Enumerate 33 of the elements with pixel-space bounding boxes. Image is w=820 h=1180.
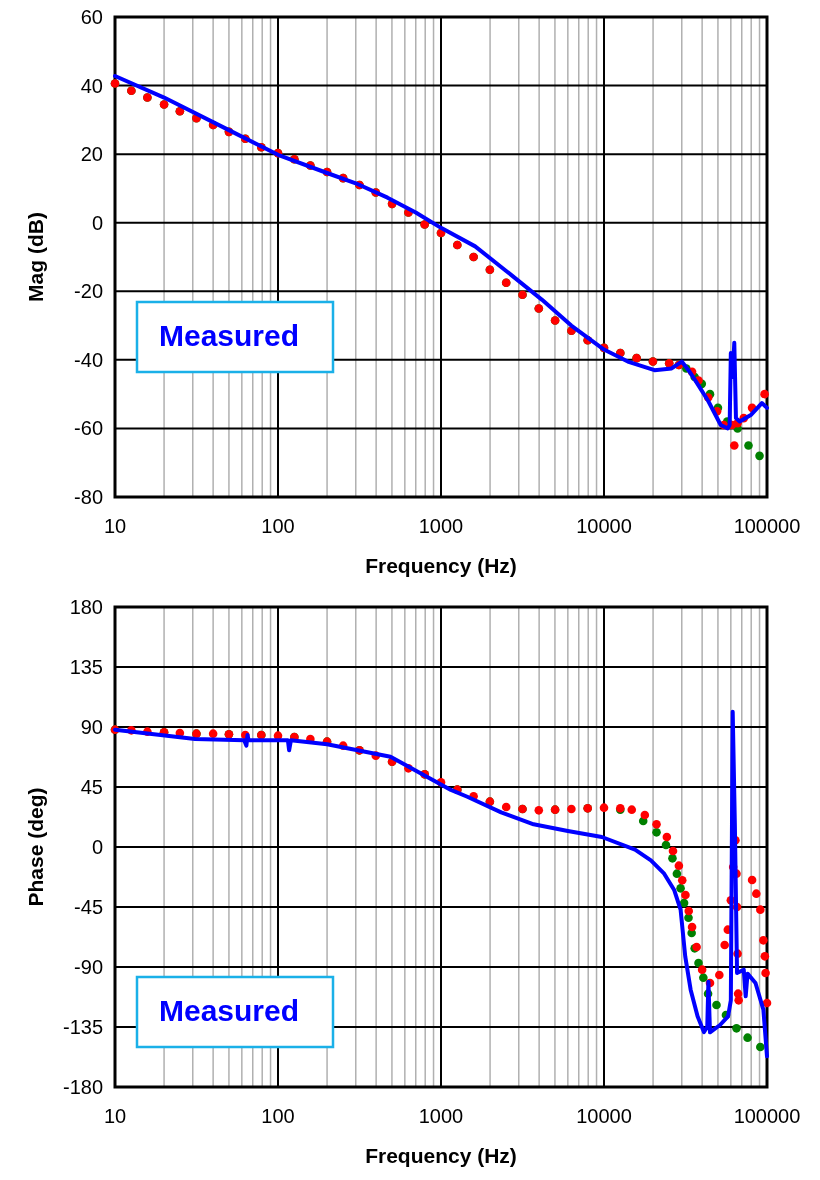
y-tick-label: 180 <box>69 596 103 618</box>
y-tick-label: -180 <box>62 1076 103 1098</box>
y-tick-label: -80 <box>74 486 103 508</box>
x-tick-label: 10000 <box>576 515 632 537</box>
y-axis-title: Mag (dB) <box>24 212 47 302</box>
x-axis-title: Frequency (Hz) <box>365 554 517 577</box>
y-tick-label: 40 <box>80 74 103 97</box>
y-tick-label: 135 <box>69 656 103 678</box>
y-tick-label: -20 <box>74 280 103 303</box>
x-tick-label: 100000 <box>733 1105 801 1127</box>
y-tick-label: 0 <box>91 836 103 858</box>
x-tick-label: 100 <box>261 1105 295 1127</box>
y-tick-label: 90 <box>80 716 103 738</box>
x-tick-label: 10 <box>103 1105 127 1127</box>
x-tick-label: 10000 <box>576 1105 632 1127</box>
x-tick-label: 10 <box>103 515 127 537</box>
text: Measured <box>159 319 300 352</box>
y-tick-label: -45 <box>74 896 103 918</box>
x-axis-title: Frequency (Hz) <box>365 1144 517 1167</box>
y-tick-label: -60 <box>74 417 103 440</box>
y-tick-label: 60 <box>80 6 103 28</box>
y-tick-label: -40 <box>74 348 103 371</box>
y-tick-label: 0 <box>91 211 103 234</box>
x-tick-label: 1000 <box>418 515 464 537</box>
y-tick-label: 45 <box>80 776 103 798</box>
x-tick-label: 1000 <box>418 1105 464 1127</box>
text: Measured <box>159 994 300 1027</box>
y-axis-title: Phase (deg) <box>24 787 47 907</box>
y-tick-label: 20 <box>80 143 103 166</box>
y-tick-label: -135 <box>62 1016 103 1038</box>
x-tick-label: 100 <box>261 515 295 537</box>
x-tick-label: 100000 <box>733 515 801 537</box>
y-tick-label: -90 <box>74 956 103 978</box>
